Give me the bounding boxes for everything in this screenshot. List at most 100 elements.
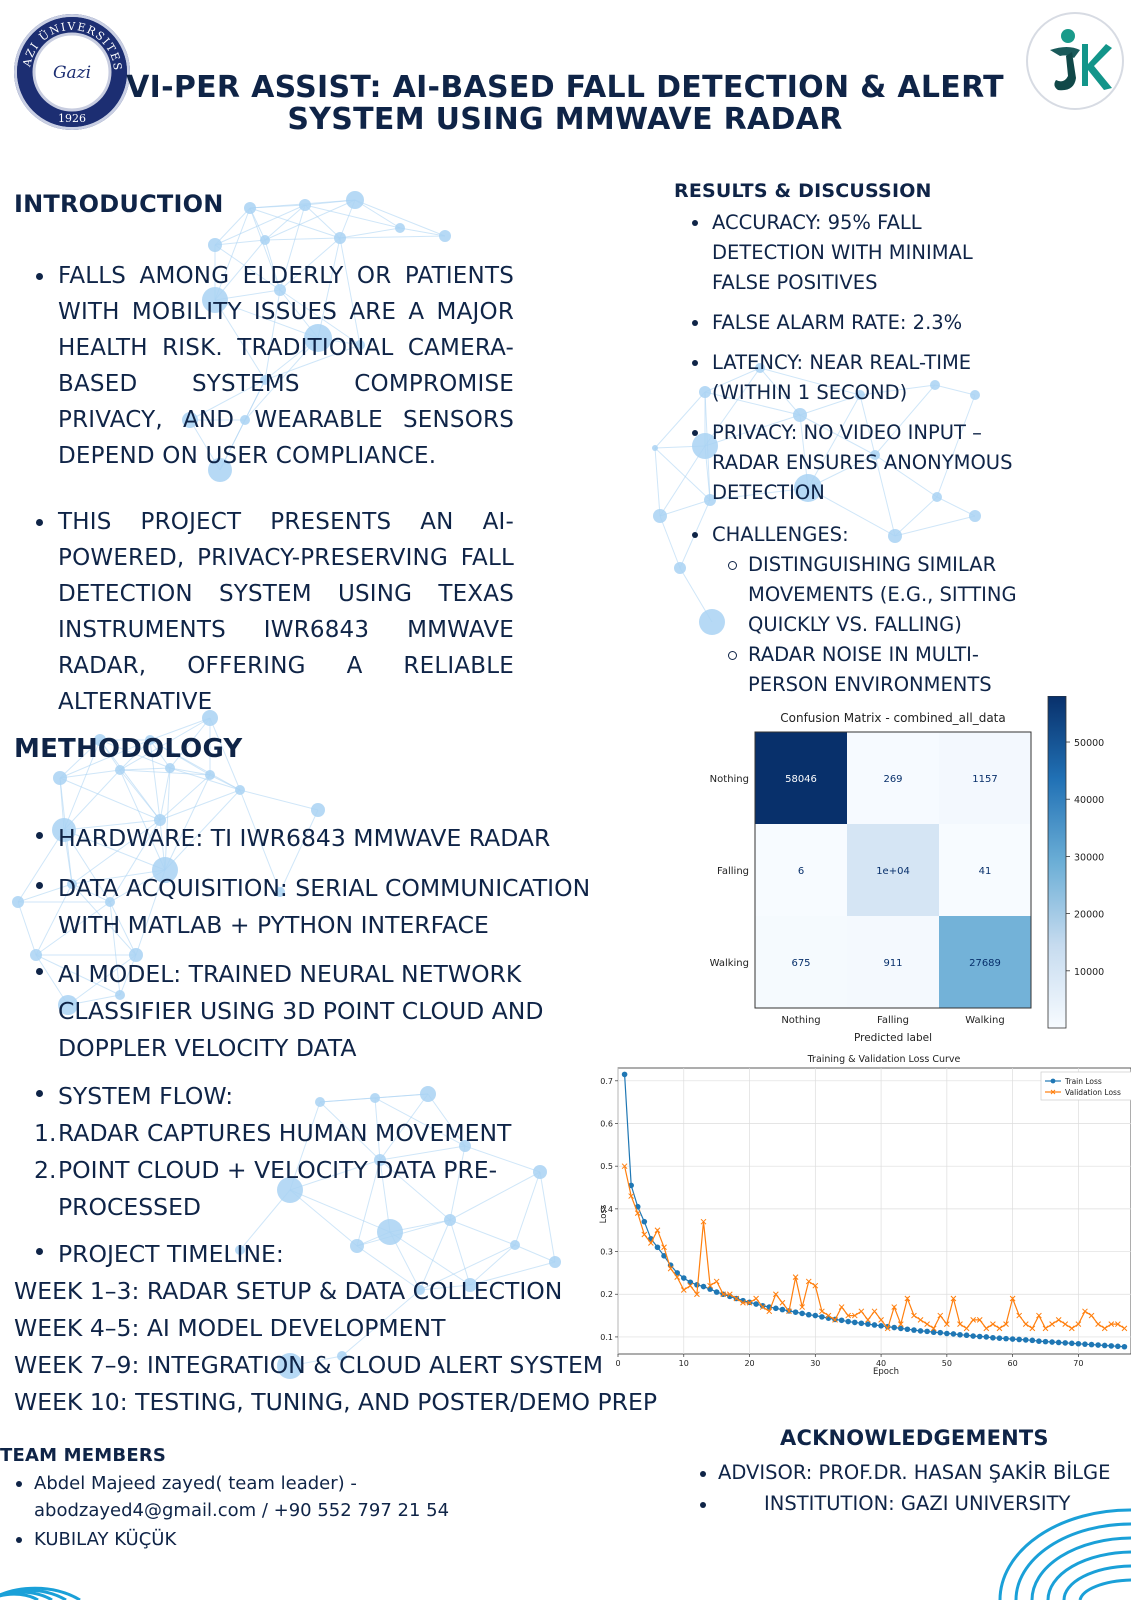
network-link — [249, 199, 356, 209]
cm-colorbar — [1047, 696, 1067, 1029]
loss-title: Training & Validation Loss Curve — [807, 1054, 961, 1065]
train-loss-point — [838, 1317, 845, 1324]
result-bullet-2: FALSE ALARM RATE: 2.3% — [690, 308, 1010, 338]
train-loss-point — [1101, 1342, 1108, 1349]
train-loss-point — [976, 1333, 983, 1340]
cm-cell-label: 911 — [883, 958, 902, 969]
team-member-2-text: KUBILAY KÜÇÜK — [34, 1529, 177, 1550]
train-loss-point — [924, 1328, 930, 1335]
result-bullet-1-text: ACCURACY: 95% FALL DETECTION WITH MINIMA… — [712, 211, 973, 294]
cm-cell-label: 41 — [979, 866, 992, 877]
loss-legend-box — [1040, 1071, 1131, 1101]
train-loss-point — [851, 1319, 858, 1326]
validation-loss-point — [937, 1312, 944, 1319]
train-loss-point — [1069, 1340, 1075, 1347]
train-loss-point — [1022, 1337, 1029, 1343]
loss-legend-label: Train Loss — [1064, 1077, 1102, 1086]
bullet-dot — [692, 320, 698, 326]
flow-item-1-number: 1. — [34, 1119, 57, 1147]
loss-legend-marker — [1050, 1089, 1056, 1095]
validation-loss-point — [871, 1308, 878, 1315]
network-node — [165, 763, 175, 773]
validation-loss-point — [772, 1291, 779, 1298]
team-member-1-text: Abdel Majeed zayed( team leader) - abodz… — [34, 1473, 450, 1521]
seal-signature: Gazi — [53, 63, 91, 83]
loss-x-tick-label: 40 — [876, 1359, 886, 1368]
network-link — [339, 199, 356, 239]
corner-arcs-left-icon — [0, 1586, 81, 1600]
validation-loss-point — [733, 1295, 740, 1302]
train-loss-point — [970, 1333, 976, 1339]
loss-y-tick-label: 0.7 — [600, 1077, 613, 1086]
cm-cell — [847, 732, 939, 824]
network-link — [264, 199, 356, 241]
train-loss-point — [1016, 1336, 1022, 1343]
meth-bullet-2: DATA ACQUISITION: SERIAL COMMUNICATION W… — [14, 870, 644, 944]
loss-plot-frame — [617, 1067, 1131, 1355]
validation-loss-point — [963, 1325, 970, 1332]
network-link — [304, 204, 401, 229]
network-node — [299, 199, 311, 211]
validation-loss-point — [1121, 1325, 1128, 1332]
bullet-dot — [692, 430, 698, 436]
train-loss-point — [1115, 1343, 1121, 1350]
train-loss-point — [1108, 1343, 1115, 1349]
network-link — [354, 199, 401, 229]
validation-loss-point — [917, 1316, 924, 1323]
network-node — [260, 235, 270, 245]
train-loss-point — [917, 1328, 924, 1334]
validation-loss-point — [970, 1316, 977, 1323]
validation-loss-point — [1055, 1316, 1062, 1323]
network-link — [159, 789, 241, 821]
flow-item-1-text: RADAR CAPTURES HUMAN MOVEMENT — [58, 1119, 512, 1147]
validation-loss-point — [634, 1210, 641, 1216]
train-loss-point — [799, 1310, 805, 1317]
cm-colorbar-tick-label: 40000 — [1074, 795, 1104, 806]
ack-item-2-text: INSTITUTION: GAZI UNIVERSITY — [764, 1492, 1071, 1515]
validation-loss-point — [911, 1312, 917, 1319]
train-loss-point — [812, 1312, 819, 1319]
network-node — [699, 609, 725, 635]
validation-loss-point — [884, 1325, 891, 1332]
train-loss-point — [661, 1253, 667, 1259]
validation-loss-point — [1062, 1321, 1069, 1327]
network-node — [653, 509, 667, 523]
train-loss-point — [621, 1071, 628, 1078]
cm-frame — [754, 731, 1032, 1009]
train-loss-point — [700, 1283, 707, 1290]
cm-cell — [939, 732, 1031, 824]
train-loss-point — [805, 1311, 812, 1318]
validation-loss-point — [746, 1299, 753, 1306]
cm-col-label: Walking — [965, 1015, 1004, 1026]
train-loss-point — [911, 1327, 917, 1333]
validation-loss-point — [713, 1278, 720, 1285]
validation-loss-point — [740, 1299, 746, 1306]
intro-bullet-2: THIS PROJECT PRESENTS AN AI-POWERED, PRI… — [14, 504, 514, 720]
jk-figure-icon — [1050, 29, 1112, 91]
result-sub-bullet-1: DISTINGUISHING SIMILAR MOVEMENTS (E.G., … — [728, 550, 1028, 640]
loss-xlabel: Epoch — [873, 1367, 899, 1377]
validation-loss-point — [904, 1295, 911, 1302]
validation-loss-point — [1016, 1312, 1023, 1319]
validation-loss-point — [858, 1308, 865, 1315]
validation-loss-point — [832, 1316, 838, 1323]
validation-loss-point — [983, 1325, 990, 1332]
train-loss-point — [819, 1314, 825, 1320]
validation-loss-point — [930, 1325, 937, 1332]
cm-row-label: Falling — [717, 866, 749, 877]
cm-cell — [939, 824, 1031, 916]
validation-loss-point — [865, 1316, 871, 1323]
network-link — [339, 227, 401, 239]
validation-loss-point — [766, 1308, 773, 1315]
cm-cell-label: 58046 — [785, 774, 817, 785]
timeline-label: PROJECT TIMELINE: — [58, 1240, 284, 1268]
train-loss-point — [963, 1332, 970, 1339]
validation-loss-point — [687, 1282, 694, 1289]
network-link — [679, 567, 713, 623]
bullet-dot — [36, 832, 43, 839]
bullet-ring — [728, 561, 737, 570]
validation-loss-point — [838, 1304, 845, 1310]
train-loss-point — [878, 1323, 884, 1329]
cm-colorbar-tick-label: 20000 — [1074, 910, 1104, 921]
meth-bullet-5: PROJECT TIMELINE: — [14, 1236, 574, 1273]
